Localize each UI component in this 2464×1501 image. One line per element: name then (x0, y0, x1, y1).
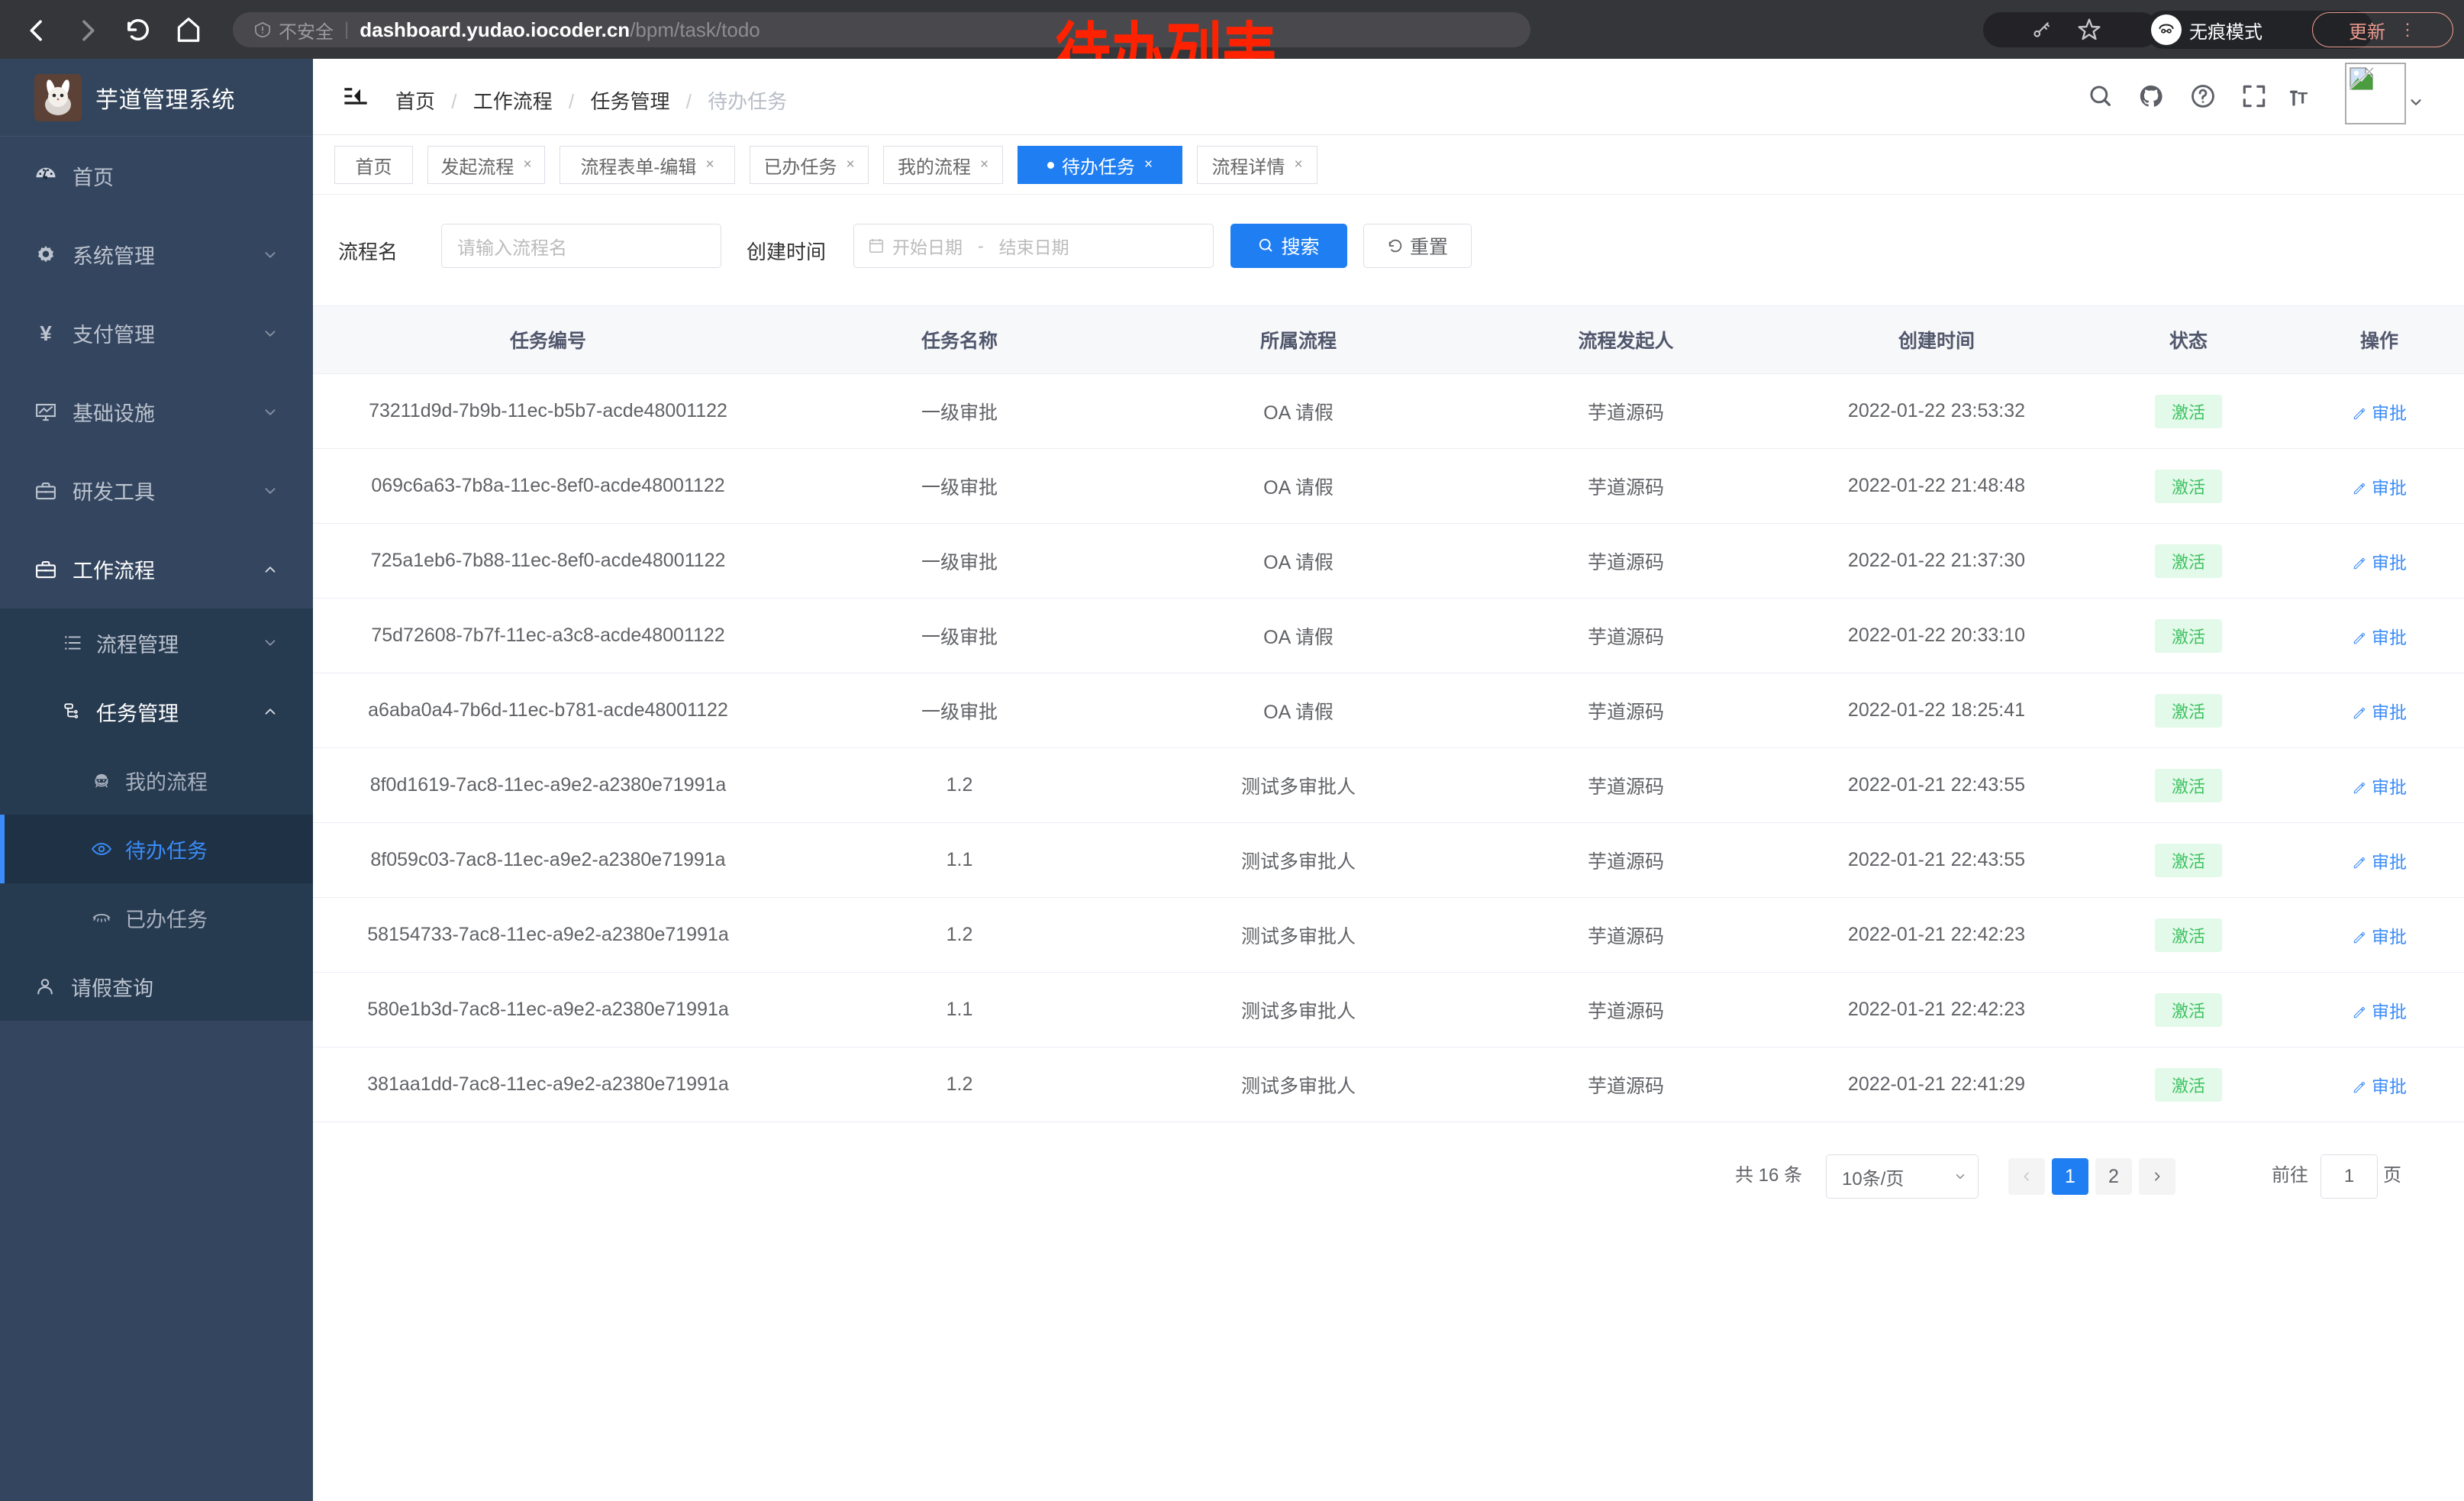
svg-text:T: T (2298, 88, 2308, 107)
